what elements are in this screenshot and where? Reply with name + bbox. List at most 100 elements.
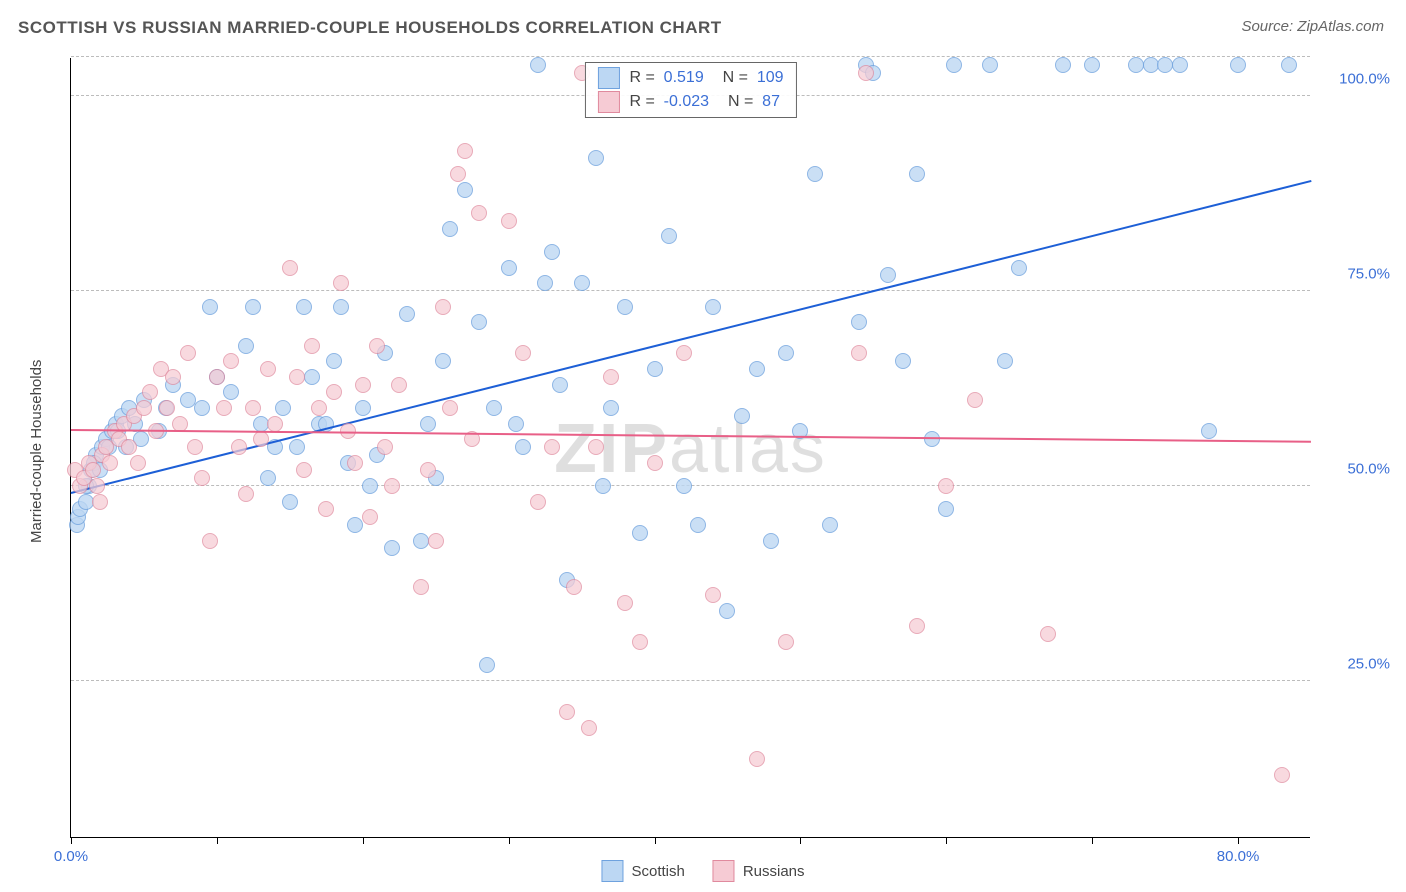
data-point (194, 400, 210, 416)
data-point (479, 657, 495, 673)
data-point (384, 478, 400, 494)
gridline (71, 290, 1310, 291)
data-point (909, 618, 925, 634)
data-point (632, 634, 648, 650)
data-point (78, 494, 94, 510)
data-point (311, 400, 327, 416)
source-attribution: Source: ZipAtlas.com (1241, 18, 1384, 35)
data-point (851, 314, 867, 330)
legend-row: R = 0.519 N = 109 (597, 67, 783, 89)
data-point (159, 400, 175, 416)
data-point (661, 228, 677, 244)
data-point (304, 338, 320, 354)
data-point (501, 260, 517, 276)
data-point (858, 65, 874, 81)
data-point (442, 221, 458, 237)
data-point (102, 455, 118, 471)
data-point (566, 579, 582, 595)
data-point (719, 603, 735, 619)
gridline (71, 56, 1310, 57)
data-point (909, 166, 925, 182)
data-point (1084, 57, 1100, 73)
data-point (515, 345, 531, 361)
x-tick-mark (363, 837, 364, 844)
legend-swatch (597, 67, 619, 89)
data-point (457, 143, 473, 159)
data-point (515, 439, 531, 455)
data-point (223, 384, 239, 400)
data-point (734, 408, 750, 424)
data-point (238, 486, 254, 502)
x-tick-mark (1092, 837, 1093, 844)
x-tick-label: 0.0% (54, 848, 88, 865)
data-point (617, 595, 633, 611)
data-point (1172, 57, 1188, 73)
data-point (369, 338, 385, 354)
legend-n-label: N = 109 (714, 69, 784, 87)
data-point (530, 494, 546, 510)
data-point (130, 455, 146, 471)
data-point (778, 345, 794, 361)
data-point (391, 377, 407, 393)
data-point (1230, 57, 1246, 73)
data-point (260, 361, 276, 377)
series-name: Scottish (631, 863, 684, 880)
data-point (822, 517, 838, 533)
chart-title: SCOTTISH VS RUSSIAN MARRIED-COUPLE HOUSE… (18, 18, 722, 38)
data-point (690, 517, 706, 533)
data-point (617, 299, 633, 315)
data-point (413, 579, 429, 595)
data-point (355, 400, 371, 416)
data-point (530, 57, 546, 73)
series-legend: Scottish Russians (601, 860, 804, 882)
data-point (333, 299, 349, 315)
data-point (435, 299, 451, 315)
data-point (552, 377, 568, 393)
data-point (136, 400, 152, 416)
data-point (399, 306, 415, 322)
data-point (1055, 57, 1071, 73)
data-point (282, 260, 298, 276)
data-point (209, 369, 225, 385)
data-point (763, 533, 779, 549)
y-tick-label: 50.0% (1320, 461, 1390, 478)
x-tick-mark (655, 837, 656, 844)
data-point (595, 478, 611, 494)
data-point (435, 353, 451, 369)
data-point (384, 540, 400, 556)
data-point (187, 439, 203, 455)
data-point (676, 478, 692, 494)
data-point (851, 345, 867, 361)
data-point (778, 634, 794, 650)
data-point (647, 455, 663, 471)
data-point (676, 345, 692, 361)
data-point (92, 494, 108, 510)
data-point (304, 369, 320, 385)
y-tick-label: 25.0% (1320, 656, 1390, 673)
data-point (377, 439, 393, 455)
legend-r-label: R = -0.023 (629, 93, 709, 111)
data-point (289, 439, 305, 455)
series-legend-item: Russians (713, 860, 805, 882)
data-point (420, 462, 436, 478)
data-point (142, 384, 158, 400)
data-point (282, 494, 298, 510)
data-point (997, 353, 1013, 369)
x-tick-mark (509, 837, 510, 844)
legend-r-label: R = 0.519 (629, 69, 703, 87)
data-point (202, 533, 218, 549)
x-tick-label: 80.0% (1217, 848, 1260, 865)
data-point (318, 501, 334, 517)
data-point (296, 462, 312, 478)
data-point (223, 353, 239, 369)
data-point (749, 361, 765, 377)
data-point (1040, 626, 1056, 642)
data-point (362, 509, 378, 525)
data-point (245, 299, 261, 315)
data-point (581, 720, 597, 736)
legend-row: R = -0.023 N = 87 (597, 91, 783, 113)
data-point (632, 525, 648, 541)
series-name: Russians (743, 863, 805, 880)
data-point (165, 369, 181, 385)
data-point (946, 57, 962, 73)
